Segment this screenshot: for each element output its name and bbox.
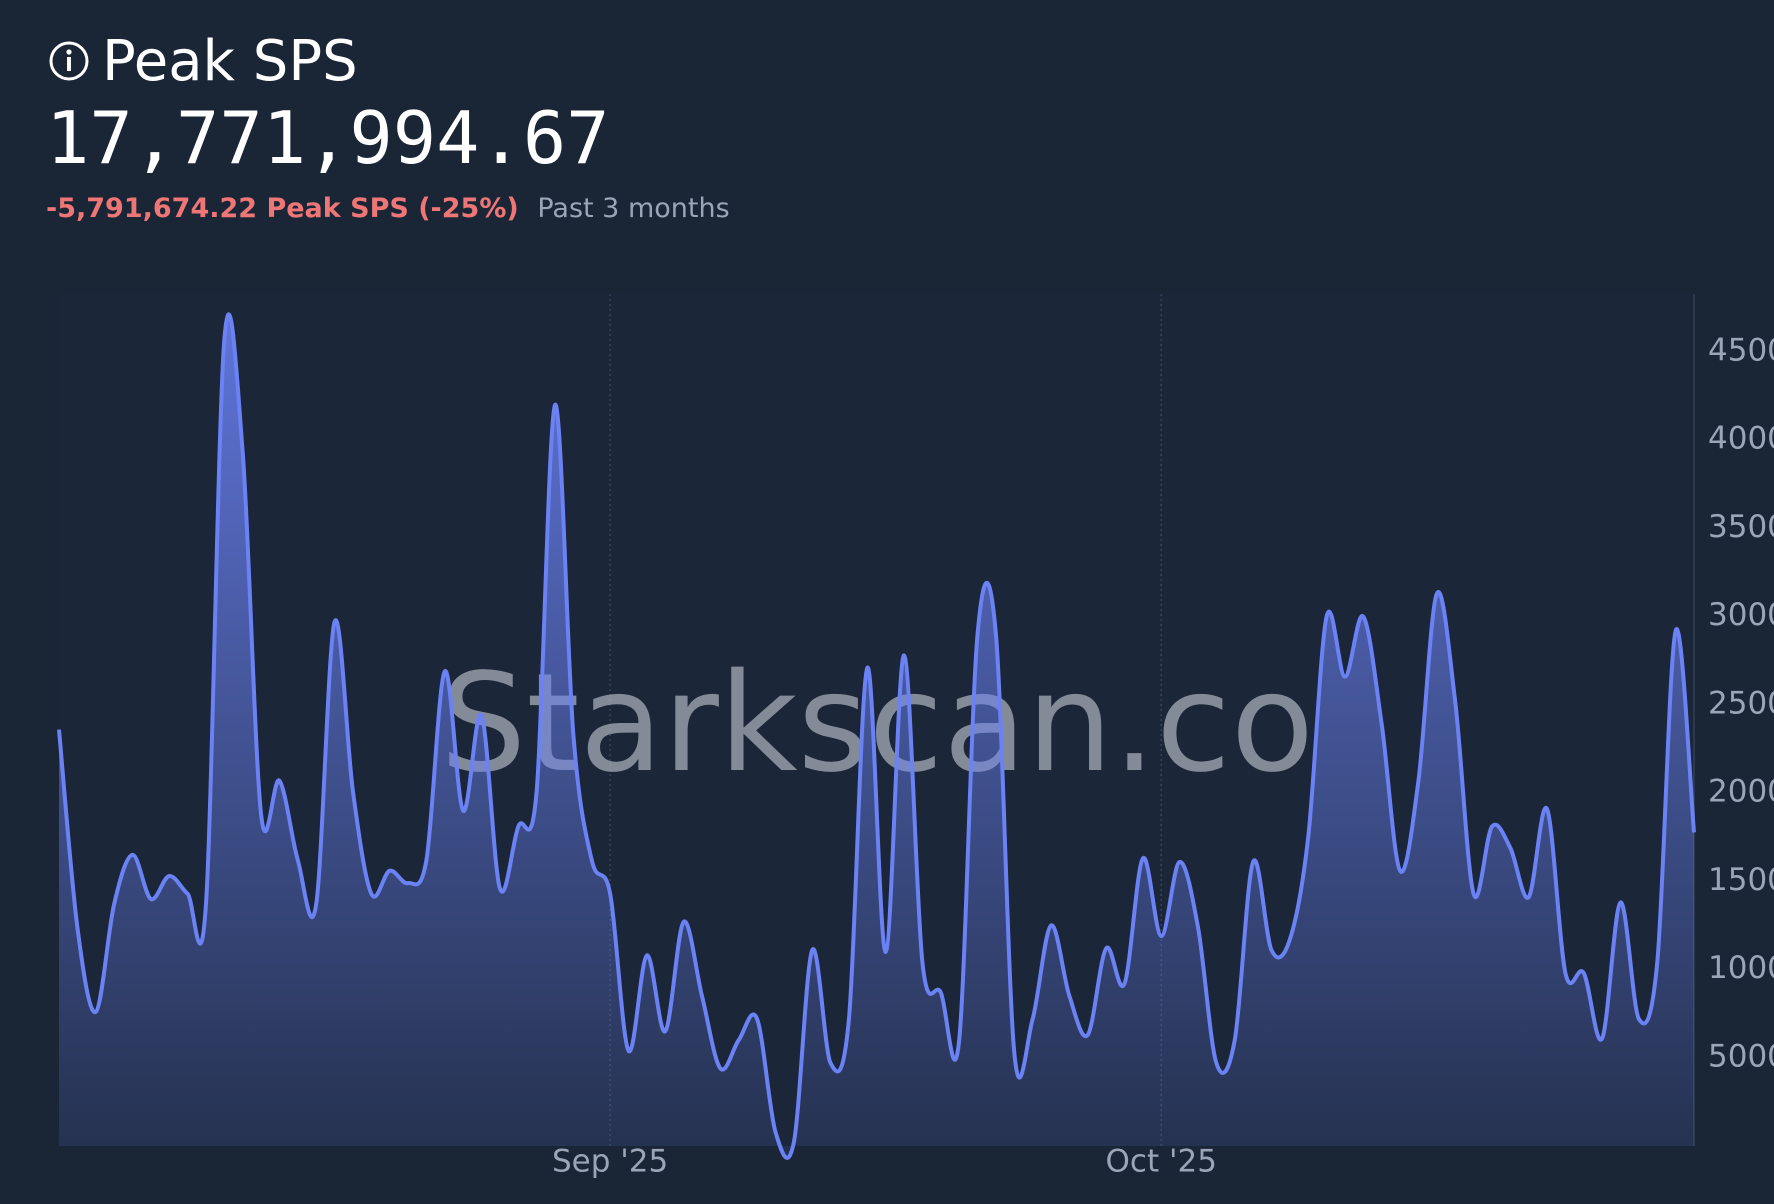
y-tick-label: 30000000 xyxy=(1708,597,1774,633)
line-area xyxy=(59,314,1694,1158)
plot-area: 5000000 10000000 15000000 20000000 25000000 3… xyxy=(57,294,1774,1180)
y-tick-label: 40000000 xyxy=(1708,421,1774,457)
y-tick-label: 25000000 xyxy=(1708,685,1774,721)
x-tick-label: Sep '25 xyxy=(552,1144,668,1180)
line-series xyxy=(57,312,1696,1160)
info-icon[interactable] xyxy=(49,41,89,81)
y-tick-label: 10000000 xyxy=(1708,950,1774,986)
y-tick-label: 35000000 xyxy=(1708,509,1774,545)
change-line: -5,791,674.22 Peak SPS (-25%) Past 3 mon… xyxy=(46,193,730,224)
period: Past 3 months xyxy=(537,193,729,224)
y-tick-label: 45000000 xyxy=(1708,332,1774,368)
x-tick-label: Oct '25 xyxy=(1106,1144,1217,1180)
change: -5,791,674.22 Peak SPS (-25%) xyxy=(46,193,519,224)
y-tick-label: 5000000 xyxy=(1708,1038,1774,1074)
chart-title: Peak SPS xyxy=(102,29,358,94)
y-tick-label: 20000000 xyxy=(1708,774,1774,810)
headline-value: 17,771,994.67 xyxy=(46,96,610,180)
y-tick-label: 15000000 xyxy=(1708,862,1774,898)
